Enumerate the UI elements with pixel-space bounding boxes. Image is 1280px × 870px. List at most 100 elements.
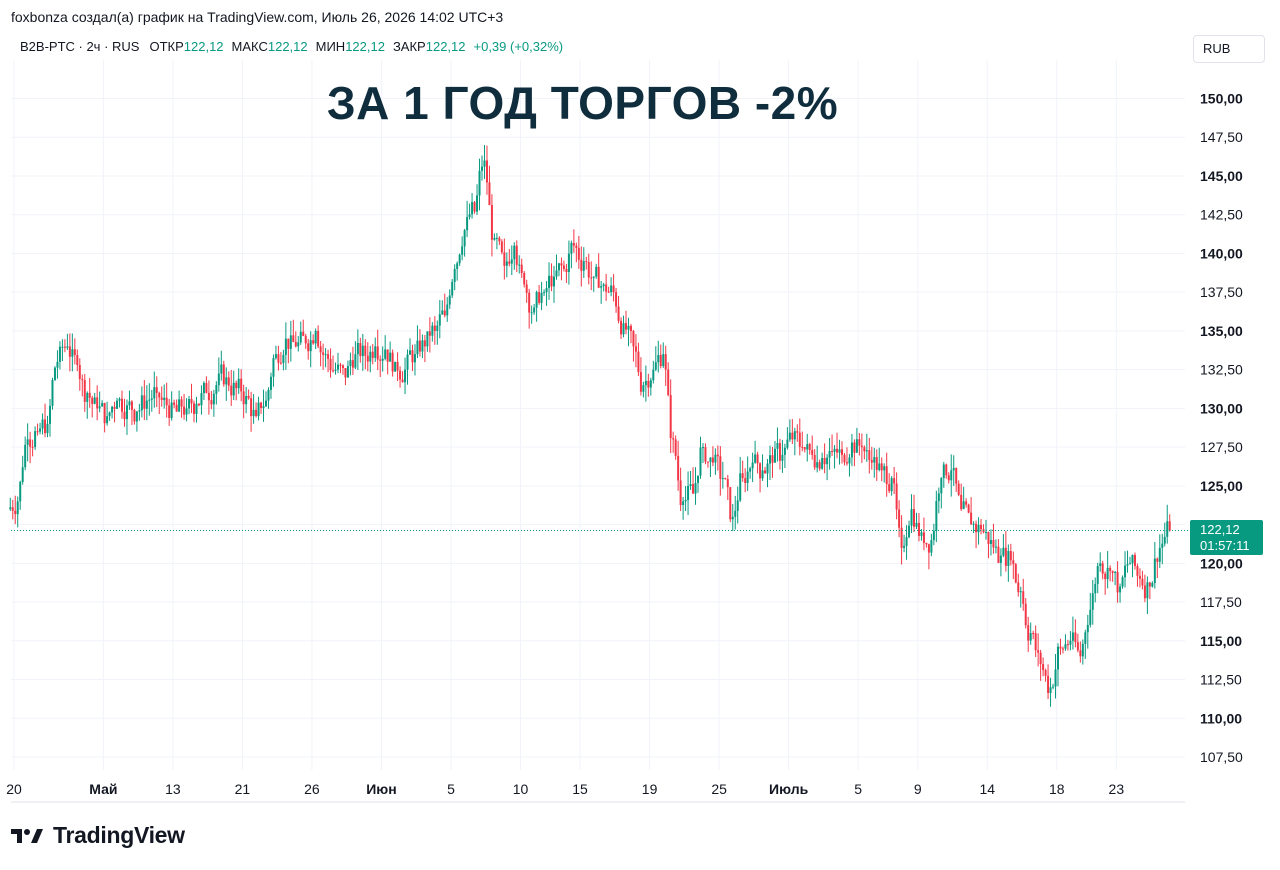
candle (210, 391, 213, 410)
candle (553, 265, 555, 303)
time-axis: 20 Май 13 21 26 Июн 5 10 15 19 25 Июль 5 9 14 18 23 (6, 781, 1124, 797)
time-tick-label: 14 (979, 781, 995, 797)
candle (118, 397, 121, 408)
candle (438, 300, 441, 339)
candle (247, 389, 250, 400)
currency-button[interactable]: RUB (1193, 35, 1265, 63)
candle (369, 345, 372, 373)
candle (634, 334, 637, 368)
candle (500, 239, 503, 255)
candle (672, 431, 675, 453)
time-tick-label: Июн (366, 781, 396, 797)
candle (841, 441, 843, 464)
candle (587, 253, 590, 285)
candle (145, 385, 148, 421)
candle (130, 400, 133, 425)
candle (945, 463, 948, 479)
candle (947, 472, 950, 484)
candle (488, 165, 491, 206)
candle (344, 368, 347, 386)
candle (292, 319, 295, 343)
time-tick-label: 26 (304, 781, 320, 797)
price-tick-label: 132,50 (1200, 362, 1243, 378)
candle (16, 496, 19, 528)
candle (456, 261, 459, 281)
candle (543, 289, 546, 297)
candle (639, 357, 642, 396)
candle (272, 354, 275, 387)
candle (684, 485, 687, 512)
candle (592, 276, 595, 292)
candle (788, 419, 791, 442)
candle (754, 440, 757, 464)
candle (396, 352, 399, 382)
candle (250, 391, 253, 432)
candle (108, 411, 111, 421)
candle (307, 338, 310, 360)
candle (942, 461, 945, 488)
candle (468, 203, 471, 220)
candle (334, 362, 337, 375)
candle (41, 413, 44, 435)
candle (88, 378, 91, 408)
candle (66, 333, 69, 350)
close-label: ЗАКР (392, 39, 426, 54)
candle (1039, 649, 1042, 681)
candle (677, 440, 680, 491)
candle (1136, 563, 1139, 587)
candle (739, 456, 742, 502)
candle (878, 447, 881, 472)
candle (36, 423, 39, 436)
candle (905, 525, 908, 560)
candle (1138, 568, 1141, 588)
candle (724, 477, 727, 480)
candle (61, 339, 64, 362)
brand-logo[interactable]: TradingView (11, 822, 185, 849)
candle (759, 462, 762, 493)
candle (148, 383, 151, 416)
candle (106, 401, 109, 426)
candle (158, 391, 161, 415)
candle (217, 357, 220, 392)
candle (1047, 664, 1050, 700)
low-value: 122,12 (345, 39, 385, 54)
candle (56, 350, 59, 379)
price-tick-label: 135,00 (1200, 323, 1243, 339)
candle (140, 386, 143, 418)
candle (19, 480, 22, 510)
candle (490, 194, 493, 257)
candle (163, 384, 166, 409)
candle (29, 431, 32, 464)
candle (612, 274, 615, 302)
candle (277, 345, 280, 371)
candle (741, 460, 744, 482)
candle (721, 461, 724, 489)
last-price-tag: 122,12 01:57:11 (1190, 520, 1263, 556)
candle (1096, 562, 1099, 594)
candle (525, 279, 528, 303)
candle (773, 440, 776, 463)
symbol-name[interactable]: B2B-PTC · 2ч · RUS (20, 39, 140, 54)
candle (443, 293, 446, 318)
candle (1143, 574, 1146, 603)
candle (170, 391, 173, 421)
candle (121, 390, 123, 419)
candle (783, 443, 786, 469)
candle (967, 503, 970, 514)
candle (972, 521, 975, 534)
candle (416, 325, 419, 359)
candle (73, 338, 76, 365)
candle (1104, 571, 1107, 595)
candle (515, 240, 518, 273)
price-tick-label: 115,00 (1200, 633, 1242, 649)
candle (600, 280, 603, 304)
candle (769, 445, 771, 481)
candle (359, 337, 362, 363)
candle (237, 368, 240, 394)
low-label: МИН (315, 39, 346, 54)
candle (1101, 560, 1104, 580)
candle (483, 145, 486, 179)
candle (235, 380, 238, 401)
candle (699, 436, 702, 479)
candle (885, 452, 888, 497)
